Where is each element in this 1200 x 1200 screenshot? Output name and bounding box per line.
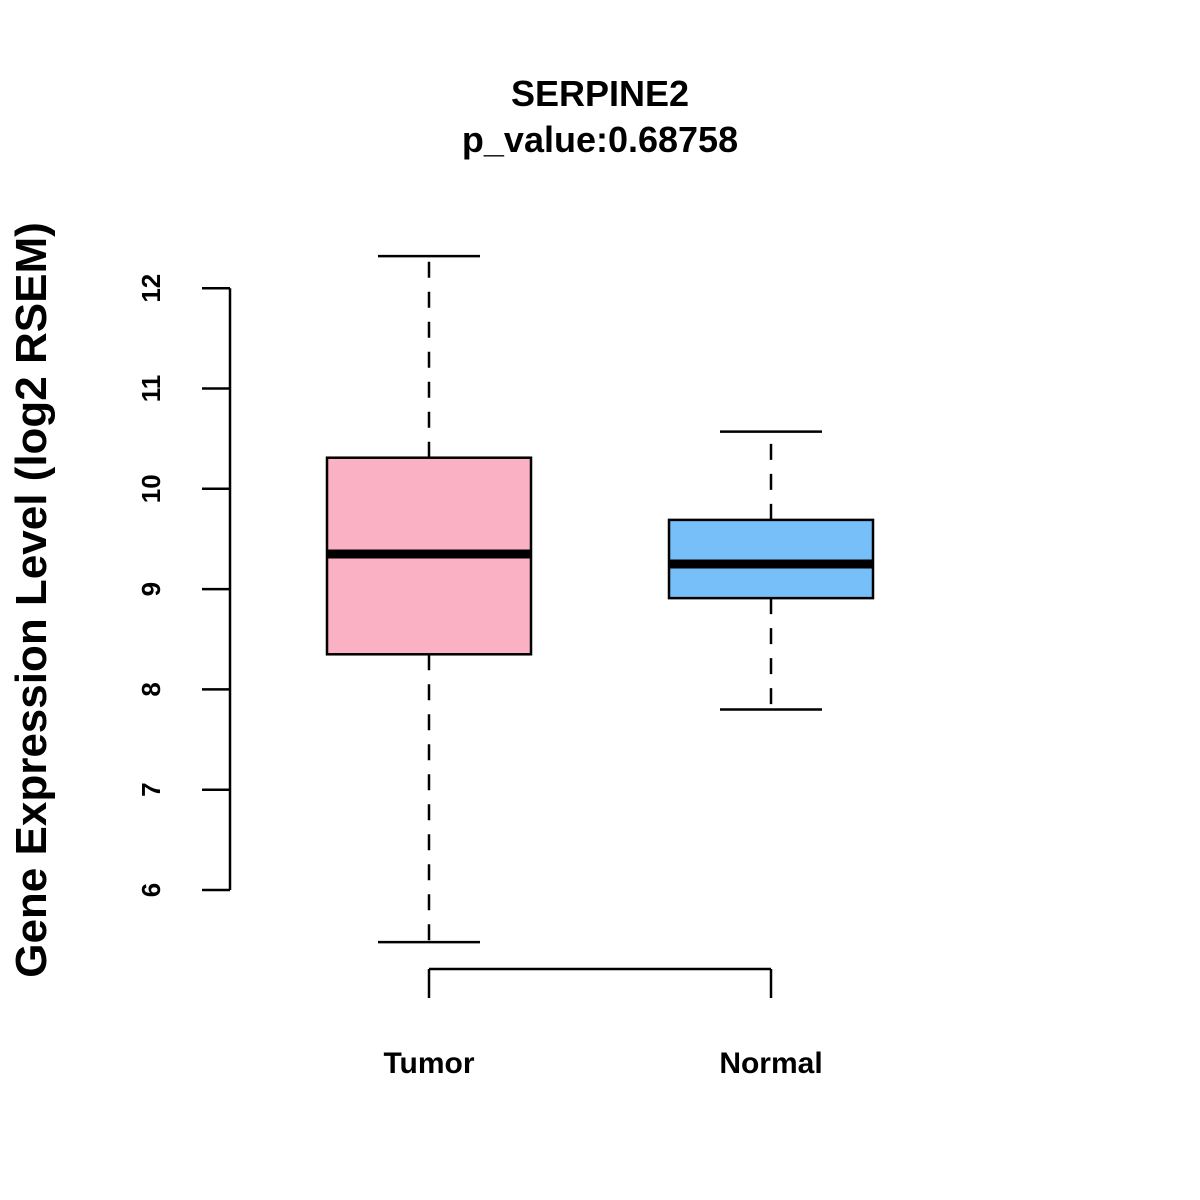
y-tick-label: 10	[136, 474, 166, 503]
y-tick-label: 6	[136, 883, 166, 897]
chart-subtitle: p_value:0.68758	[462, 119, 738, 160]
box-normal	[667, 430, 875, 711]
y-tick-label-group: 9	[136, 582, 166, 596]
y-tick-label-group: 12	[136, 274, 166, 303]
y-tick-label: 9	[136, 582, 166, 596]
boxes	[325, 254, 875, 944]
chart-title: SERPINE2	[511, 73, 689, 114]
y-tick-label-group: 11	[136, 375, 166, 403]
y-tick-label-group: 6	[136, 883, 166, 897]
y-axis-label: Gene Expression Level (log2 RSEM)	[7, 222, 56, 978]
y-tick-label: 8	[136, 682, 166, 696]
y-tick-label: 7	[136, 782, 166, 796]
y-tick-label-group: 7	[136, 782, 166, 796]
iqr-box	[667, 518, 875, 600]
y-tick-label: 12	[136, 274, 166, 303]
y-axis-label-group: Gene Expression Level (log2 RSEM)	[7, 222, 56, 978]
x-tick-label: Tumor	[383, 1047, 474, 1080]
y-tick-label: 11	[136, 375, 166, 403]
y-tick-label-group: 10	[136, 474, 166, 503]
box-tumor	[325, 254, 533, 944]
x-axis: Tumor Normal	[383, 967, 823, 1080]
y-axis: 6 7 8 9 10 11 12	[136, 274, 232, 897]
x-tick-label: Normal	[719, 1047, 822, 1080]
y-tick-label-group: 8	[136, 682, 166, 696]
